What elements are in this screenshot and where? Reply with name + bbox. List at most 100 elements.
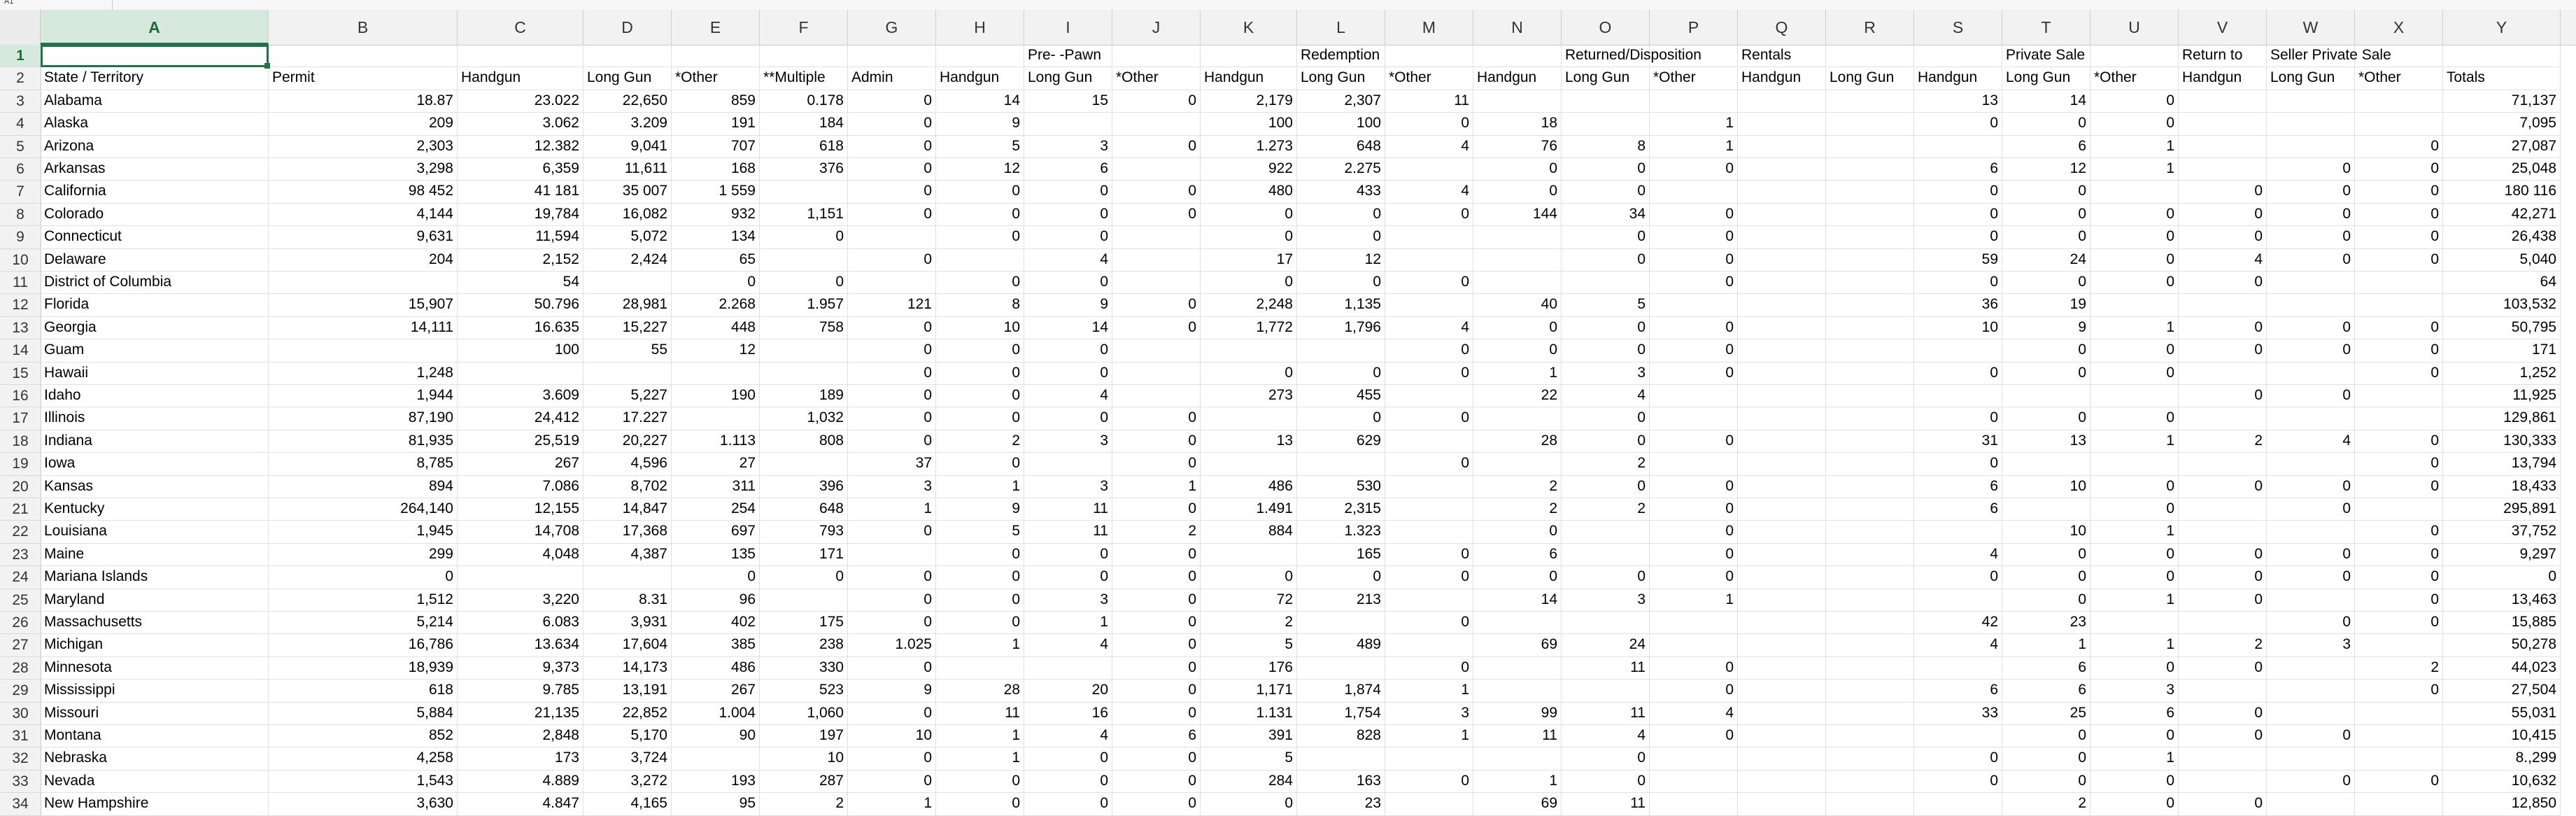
cell-q25[interactable] — [1738, 589, 1826, 612]
cell-q24[interactable] — [1738, 566, 1826, 589]
cell-q21[interactable] — [1738, 498, 1826, 521]
cell-l20[interactable]: 530 — [1297, 475, 1385, 498]
cell-c34[interactable]: 4.847 — [458, 793, 583, 816]
cell-k31[interactable]: 391 — [1201, 725, 1297, 748]
cell-w34[interactable] — [2267, 793, 2355, 816]
cell-i27[interactable]: 4 — [1024, 634, 1112, 657]
row-header-16[interactable]: 16 — [0, 385, 41, 408]
cell-a6[interactable]: Arkansas — [41, 158, 269, 181]
cell-k30[interactable]: 1.131 — [1201, 702, 1297, 725]
cell-o28[interactable]: 11 — [1562, 656, 1650, 680]
cell-y15[interactable]: 1,252 — [2443, 362, 2561, 385]
cell-o24[interactable]: 0 — [1562, 566, 1650, 589]
cell-a27[interactable]: Michigan — [41, 634, 269, 657]
cell-y2[interactable]: Totals — [2443, 67, 2561, 90]
cell-g31[interactable]: 10 — [848, 725, 936, 748]
cell-c4[interactable]: 3.062 — [458, 113, 583, 136]
cell-t33[interactable]: 0 — [2002, 770, 2090, 794]
row-header-10[interactable]: 10 — [0, 249, 41, 272]
cell-b2[interactable]: Permit — [269, 67, 458, 90]
cell-t20[interactable]: 10 — [2002, 475, 2090, 498]
cell-e33[interactable]: 193 — [672, 770, 760, 794]
cell-a18[interactable]: Indiana — [41, 430, 269, 453]
cell-y33[interactable]: 10,632 — [2443, 770, 2561, 794]
cell-f22[interactable]: 793 — [760, 521, 848, 544]
cell-f31[interactable]: 197 — [760, 725, 848, 748]
cell-g16[interactable]: 0 — [848, 385, 936, 408]
cell-i30[interactable]: 16 — [1024, 702, 1112, 725]
cell-g3[interactable]: 0 — [848, 90, 936, 113]
cell-q4[interactable] — [1738, 113, 1826, 136]
cell-r21[interactable] — [1826, 498, 1914, 521]
cell-w8[interactable]: 0 — [2267, 203, 2355, 227]
cell-a3[interactable]: Alabama — [41, 90, 269, 113]
cell-y23[interactable]: 9,297 — [2443, 543, 2561, 567]
cell-f25[interactable] — [760, 589, 848, 612]
cell-x21[interactable] — [2355, 498, 2443, 521]
cell-u9[interactable]: 0 — [2090, 226, 2179, 249]
cell-s23[interactable]: 4 — [1914, 543, 2002, 567]
cell-f11[interactable]: 0 — [760, 272, 848, 295]
cell-b4[interactable]: 209 — [269, 113, 458, 136]
cell-t13[interactable]: 9 — [2002, 316, 2090, 340]
cell-w1[interactable]: Seller Private Sale — [2267, 45, 2391, 68]
cell-f21[interactable]: 648 — [760, 498, 848, 521]
cell-i4[interactable] — [1024, 113, 1112, 136]
cell-i14[interactable]: 0 — [1024, 339, 1112, 363]
cell-t12[interactable]: 19 — [2002, 294, 2090, 317]
cell-y32[interactable]: 8.,299 — [2443, 747, 2561, 771]
cell-d30[interactable]: 22,852 — [583, 702, 672, 725]
cell-i7[interactable]: 0 — [1024, 181, 1112, 204]
cell-w20[interactable]: 0 — [2267, 475, 2355, 498]
cell-h25[interactable]: 0 — [936, 589, 1024, 612]
row-header-17[interactable]: 17 — [0, 407, 41, 430]
cell-n31[interactable]: 11 — [1473, 725, 1562, 748]
cell-f5[interactable]: 618 — [760, 135, 848, 158]
cell-m9[interactable] — [1385, 226, 1473, 249]
cell-r28[interactable] — [1826, 656, 1914, 680]
cell-v34[interactable]: 0 — [2179, 793, 2267, 816]
cell-r9[interactable] — [1826, 226, 1914, 249]
cell-n3[interactable] — [1473, 90, 1562, 113]
cell-b28[interactable]: 18,939 — [269, 656, 458, 680]
cell-h19[interactable]: 0 — [936, 453, 1024, 476]
cell-w19[interactable] — [2267, 453, 2355, 476]
cell-p11[interactable]: 0 — [1650, 272, 1738, 295]
cell-f13[interactable]: 758 — [760, 316, 848, 340]
cell-m15[interactable]: 0 — [1385, 362, 1473, 385]
cell-o13[interactable]: 0 — [1562, 316, 1650, 340]
cell-p8[interactable]: 0 — [1650, 203, 1738, 227]
cell-v32[interactable] — [2179, 747, 2267, 771]
cell-m16[interactable] — [1385, 385, 1473, 408]
cell-s10[interactable]: 59 — [1914, 248, 2002, 272]
cell-j16[interactable] — [1112, 385, 1201, 408]
cell-f30[interactable]: 1,060 — [760, 702, 848, 725]
cell-j23[interactable]: 0 — [1112, 543, 1201, 567]
cell-n15[interactable]: 1 — [1473, 362, 1562, 385]
cell-d19[interactable]: 4,596 — [583, 453, 672, 476]
cell-x7[interactable]: 0 — [2355, 181, 2443, 204]
cell-c13[interactable]: 16.635 — [458, 316, 583, 340]
cell-y8[interactable]: 42,271 — [2443, 203, 2561, 227]
column-header-u[interactable]: U — [2090, 10, 2179, 45]
cell-w3[interactable] — [2267, 90, 2355, 113]
cell-x24[interactable]: 0 — [2355, 566, 2443, 589]
cell-d10[interactable]: 2,424 — [583, 248, 672, 272]
cell-k32[interactable]: 5 — [1201, 747, 1297, 771]
cell-u25[interactable]: 1 — [2090, 589, 2179, 612]
column-header-l[interactable]: L — [1297, 10, 1385, 45]
cell-o4[interactable] — [1562, 113, 1650, 136]
cell-y29[interactable]: 27,504 — [2443, 680, 2561, 703]
cell-l19[interactable] — [1297, 453, 1385, 476]
cell-k21[interactable]: 1.491 — [1201, 498, 1297, 521]
cell-i28[interactable] — [1024, 656, 1112, 680]
cell-v6[interactable] — [2179, 158, 2267, 181]
column-header-d[interactable]: D — [583, 10, 672, 45]
cell-h28[interactable] — [936, 656, 1024, 680]
cell-b29[interactable]: 618 — [269, 680, 458, 703]
cell-x33[interactable]: 0 — [2355, 770, 2443, 794]
cell-i12[interactable]: 9 — [1024, 294, 1112, 317]
cell-y12[interactable]: 103,532 — [2443, 294, 2561, 317]
cell-s8[interactable]: 0 — [1914, 203, 2002, 227]
cell-g11[interactable] — [848, 272, 936, 295]
